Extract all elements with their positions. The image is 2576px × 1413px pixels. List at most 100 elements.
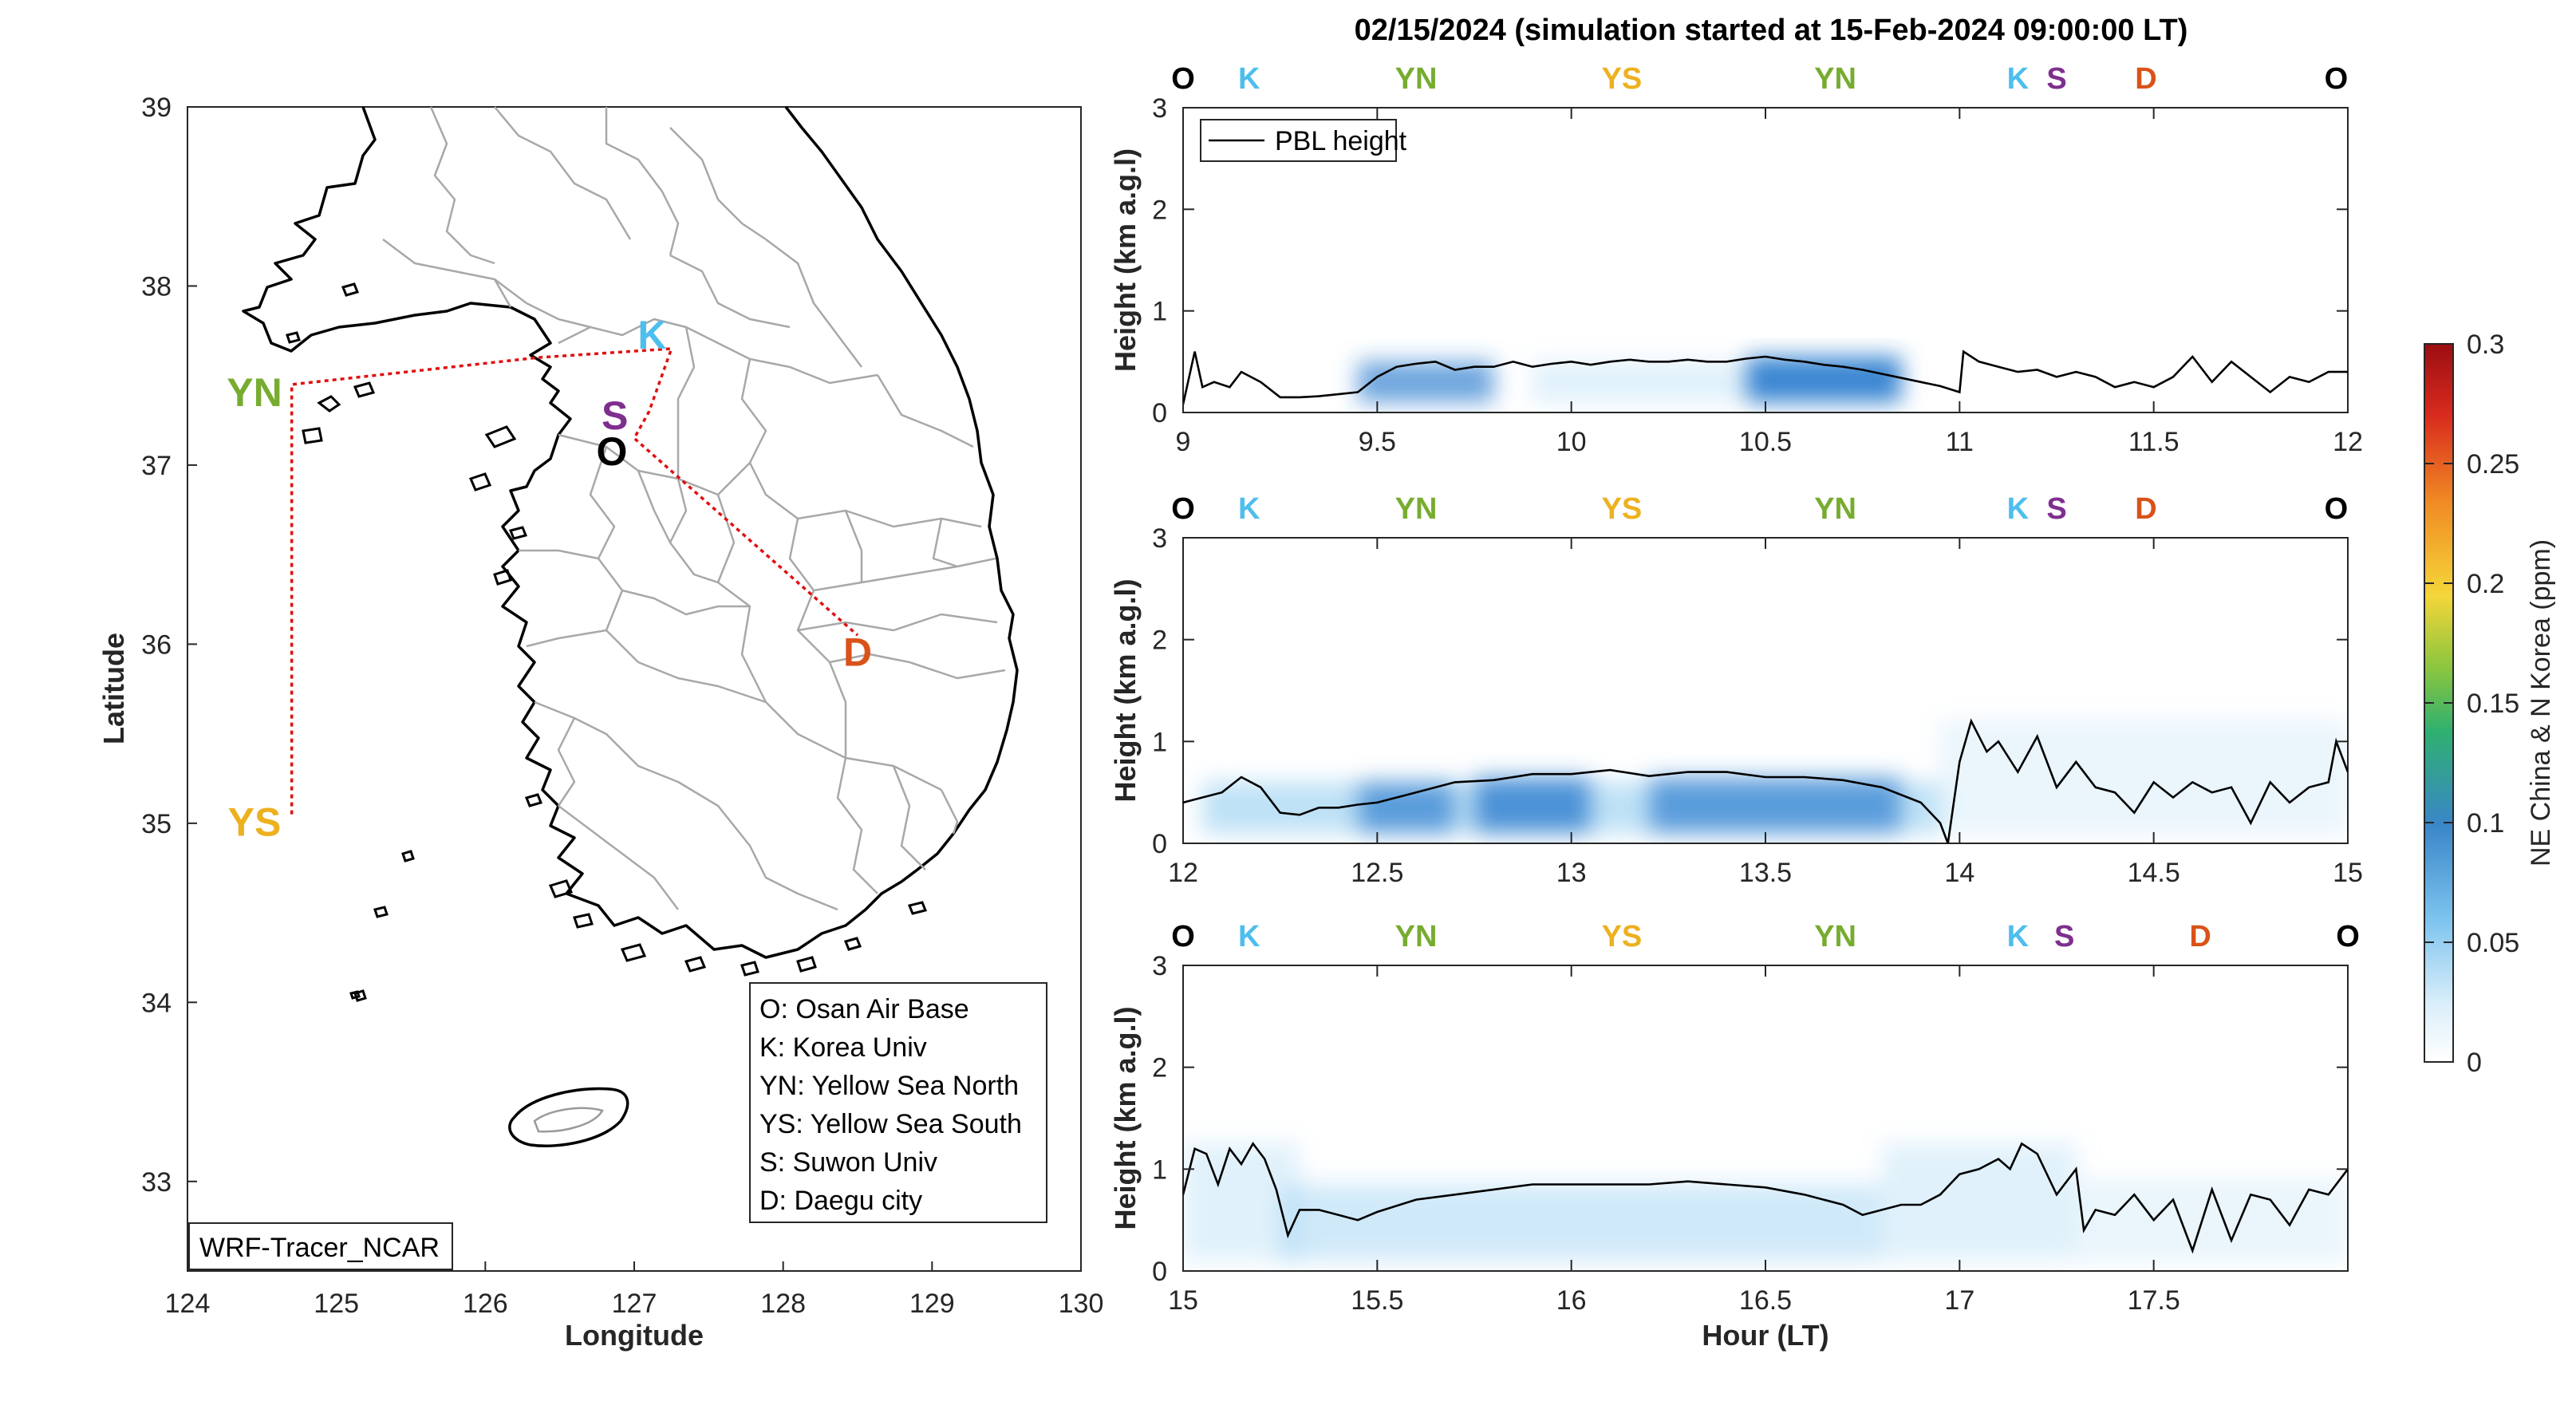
y-axis-label: Height (km a.g.l) xyxy=(1109,148,1142,372)
xtick-label: 14 xyxy=(1944,858,1974,888)
y-axis-label: Height (km a.g.l) xyxy=(1109,1006,1142,1229)
xtick-label: 12 xyxy=(1168,858,1198,888)
site-label-yn: YN xyxy=(1395,62,1438,96)
legend-item-K: K: Korea Univ xyxy=(759,1032,927,1063)
site-label-k: K xyxy=(2007,492,2030,526)
site-label-o: O xyxy=(1171,62,1195,96)
site-label-o: O xyxy=(2325,492,2349,526)
colorbar-tick-label: 0.2 xyxy=(2467,569,2504,599)
colorbar-tick-label: 0 xyxy=(2467,1048,2482,1078)
map-site-labels: KSO D YN YS xyxy=(227,313,872,845)
site-label-yn: YN xyxy=(1814,492,1856,526)
site-label-ys: YS xyxy=(1602,62,1643,96)
legend-item-D: D: Daegu city xyxy=(759,1186,922,1216)
map-xtick-label: 126 xyxy=(463,1289,508,1319)
map-xtick-label: 128 xyxy=(760,1289,806,1319)
west-coast-islands xyxy=(286,282,928,1002)
panel-3: 15 15.5 16 16.5 17 17.5 0 1 2 3 Height (km a.g.l) O… xyxy=(1109,920,2360,1316)
ytick-label: 3 xyxy=(1152,951,1167,981)
tracer-field xyxy=(1202,720,2348,834)
y-axis-label: Height (km a.g.l) xyxy=(1109,578,1142,802)
site-label-d: D xyxy=(2135,62,2156,96)
small-island xyxy=(349,990,361,1000)
map-xtick-label: 124 xyxy=(165,1289,211,1319)
colorbar-tick-label: 0.3 xyxy=(2467,330,2504,360)
korea-coastline xyxy=(242,105,1019,959)
map-xtick-label: 125 xyxy=(314,1289,359,1319)
ytick-label: 2 xyxy=(1152,626,1167,656)
model-label: WRF-Tracer_NCAR xyxy=(199,1233,440,1263)
legend-item-YS: YS: Yellow Sea South xyxy=(759,1109,1022,1139)
site-label-ys: YS xyxy=(1602,920,1643,953)
tracer-blob xyxy=(1940,720,2348,834)
map-ytick-label: 34 xyxy=(141,988,172,1018)
pbl-legend-label: PBL height xyxy=(1275,126,1407,156)
tracer-blob xyxy=(1358,782,1455,834)
legend-item-S: S: Suwon Univ xyxy=(759,1147,937,1178)
site-label-yn: YN xyxy=(1814,920,1856,953)
map-site-o: O xyxy=(597,429,628,474)
map-ytick-label: 39 xyxy=(141,93,172,123)
site-label-k: K xyxy=(1238,920,1260,953)
map-site-ys: YS xyxy=(228,800,282,845)
map-site-k: K xyxy=(637,313,666,357)
ytick-label: 2 xyxy=(1152,1053,1167,1083)
map-xtick-label: 130 xyxy=(1059,1289,1104,1319)
colorbar-tick-label: 0.15 xyxy=(2467,689,2519,719)
site-label-k: K xyxy=(2007,62,2030,96)
map-ytick-label: 38 xyxy=(141,271,172,302)
map-site-d: D xyxy=(843,630,872,674)
model-label-box: WRF-Tracer_NCAR xyxy=(188,1222,453,1270)
pbl-height-line xyxy=(1183,1142,2348,1254)
xtick-label: 9.5 xyxy=(1359,427,1396,457)
site-label-d: D xyxy=(2135,492,2156,526)
xtick-label: 15.5 xyxy=(1351,1285,1403,1316)
xtick-label: 17 xyxy=(1944,1285,1974,1316)
tracer-blob xyxy=(1280,1184,1882,1261)
colorbar-tick-label: 0.25 xyxy=(2467,449,2519,480)
ytick-label: 1 xyxy=(1152,727,1167,757)
xtick-label: 11 xyxy=(1946,427,1974,457)
site-label-s: S xyxy=(2046,492,2066,526)
xtick-label: 10.5 xyxy=(1739,427,1792,457)
legend-item-YN: YN: Yellow Sea North xyxy=(759,1071,1019,1101)
map-ytick-label: 35 xyxy=(141,809,172,839)
site-label-k: K xyxy=(1238,62,1260,96)
tracer-blob xyxy=(1649,777,1902,834)
colorbar: 0 0.05 0.1 0.15 0.2 0.25 0.3 NE China & N Kore… xyxy=(2424,330,2556,1078)
site-label-yn: YN xyxy=(1395,920,1438,953)
tracer-blob xyxy=(1358,361,1494,403)
site-label-s: S xyxy=(2046,62,2066,96)
ytick-label: 3 xyxy=(1152,93,1167,124)
xtick-label: 16 xyxy=(1556,1285,1587,1316)
ytick-label: 1 xyxy=(1152,297,1167,327)
pbl-legend: PBL height xyxy=(1200,119,1407,162)
map-site-yn: YN xyxy=(227,370,282,415)
ytick-label: 0 xyxy=(1152,398,1167,428)
colorbar-ticks: 0 0.05 0.1 0.15 0.2 0.25 0.3 xyxy=(2424,330,2519,1078)
xtick-label: 11.5 xyxy=(2128,427,2180,457)
admin-boundaries xyxy=(382,106,1006,911)
site-label-s: S xyxy=(2054,920,2074,953)
site-label-o: O xyxy=(2336,920,2360,953)
site-label-o: O xyxy=(2325,62,2349,96)
map-ytick-label: 37 xyxy=(141,451,172,481)
map-ytick-label: 36 xyxy=(141,630,172,660)
map-xtick-label: 127 xyxy=(612,1289,657,1319)
chart-title: 02/15/2024 (simulation started at 15-Feb… xyxy=(1355,14,2188,47)
tracer-field xyxy=(1183,1143,2348,1261)
xtick-label: 13 xyxy=(1556,858,1587,888)
site-label-yn: YN xyxy=(1814,62,1856,96)
xtick-label: 14.5 xyxy=(2128,858,2180,888)
site-label-d: D xyxy=(2189,920,2211,953)
colorbar-tick-label: 0.1 xyxy=(2467,808,2504,839)
map-panel: KSO D YN YS 124 125 126 127 128 129 130 33 34 35 36 37… xyxy=(97,93,1103,1352)
tracer-field xyxy=(1358,356,1902,403)
xtick-label: 10 xyxy=(1556,427,1587,457)
tracer-blob xyxy=(1882,1143,2077,1261)
jeju-inner xyxy=(533,1107,604,1133)
map-ylabel: Latitude xyxy=(97,633,130,744)
map-ytick-label: 33 xyxy=(141,1167,172,1198)
